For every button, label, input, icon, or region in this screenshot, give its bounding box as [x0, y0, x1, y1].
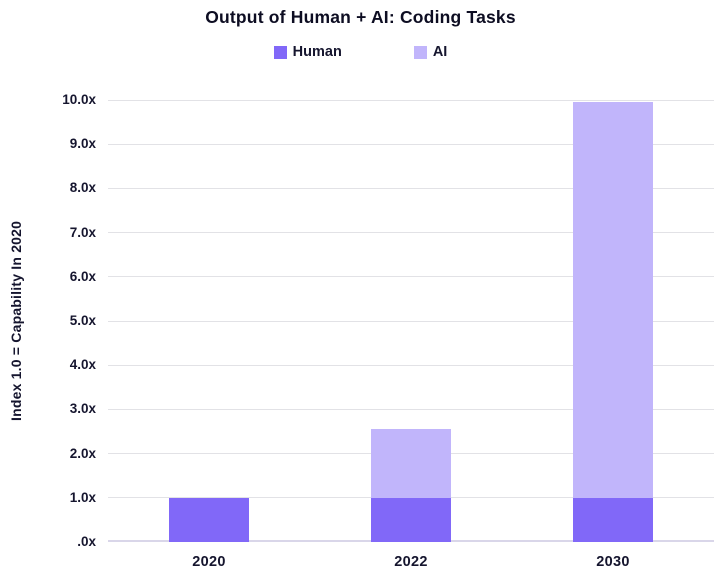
y-tick-label: 8.0x — [69, 180, 96, 196]
y-tick-label: 7.0x — [69, 224, 96, 240]
legend-label-human: Human — [292, 44, 342, 60]
legend-item-human: Human — [273, 44, 342, 60]
legend-label-ai: AI — [432, 44, 448, 60]
ai-series-swatch — [413, 45, 427, 59]
gridline — [108, 99, 714, 101]
x-tick-label-2020: 2020 — [192, 554, 226, 570]
y-tick-label: 1.0x — [69, 489, 96, 505]
plot-area — [108, 99, 714, 542]
bar-2022-ai — [371, 429, 451, 498]
gridline — [108, 364, 714, 366]
y-tick-label: 4.0x — [69, 357, 96, 373]
gridline — [108, 187, 714, 189]
human-series-swatch — [273, 45, 287, 59]
gridline — [108, 276, 714, 278]
bar-2022-human — [371, 497, 451, 542]
x-axis-labels: 2020 2022 2030 — [108, 554, 714, 578]
y-tick-label: .0x — [77, 534, 96, 549]
gridline — [108, 408, 714, 410]
y-tick-label: 9.0x — [69, 136, 96, 152]
chart-title: Output of Human + AI: Coding Tasks — [205, 7, 516, 27]
y-tick-label: 2.0x — [69, 445, 96, 461]
bar-2020-human — [169, 497, 249, 542]
y-tick-label: 5.0x — [69, 313, 96, 328]
y-tick-label: 3.0x — [69, 401, 96, 417]
y-tick-label: 6.0x — [69, 268, 96, 284]
bar-2030-human — [573, 497, 653, 542]
legend-item-ai: AI — [413, 44, 448, 60]
gridline — [108, 232, 714, 234]
legend: Human AI — [0, 44, 721, 60]
y-axis-title: Index 1.0 = Capability In 2020 — [8, 220, 24, 422]
y-tick-label: 10.0x — [62, 92, 96, 107]
gridline — [108, 143, 714, 145]
gridline — [108, 320, 714, 322]
x-tick-label-2022: 2022 — [394, 554, 428, 570]
x-tick-label-2030: 2030 — [596, 554, 630, 570]
y-axis-tick-labels: .0x 1.0x 2.0x 3.0x 4.0x 5.0x 6.0x 7.0x 8.0x 9.0x 1… — [28, 92, 96, 549]
bar-2030-ai — [573, 102, 653, 498]
